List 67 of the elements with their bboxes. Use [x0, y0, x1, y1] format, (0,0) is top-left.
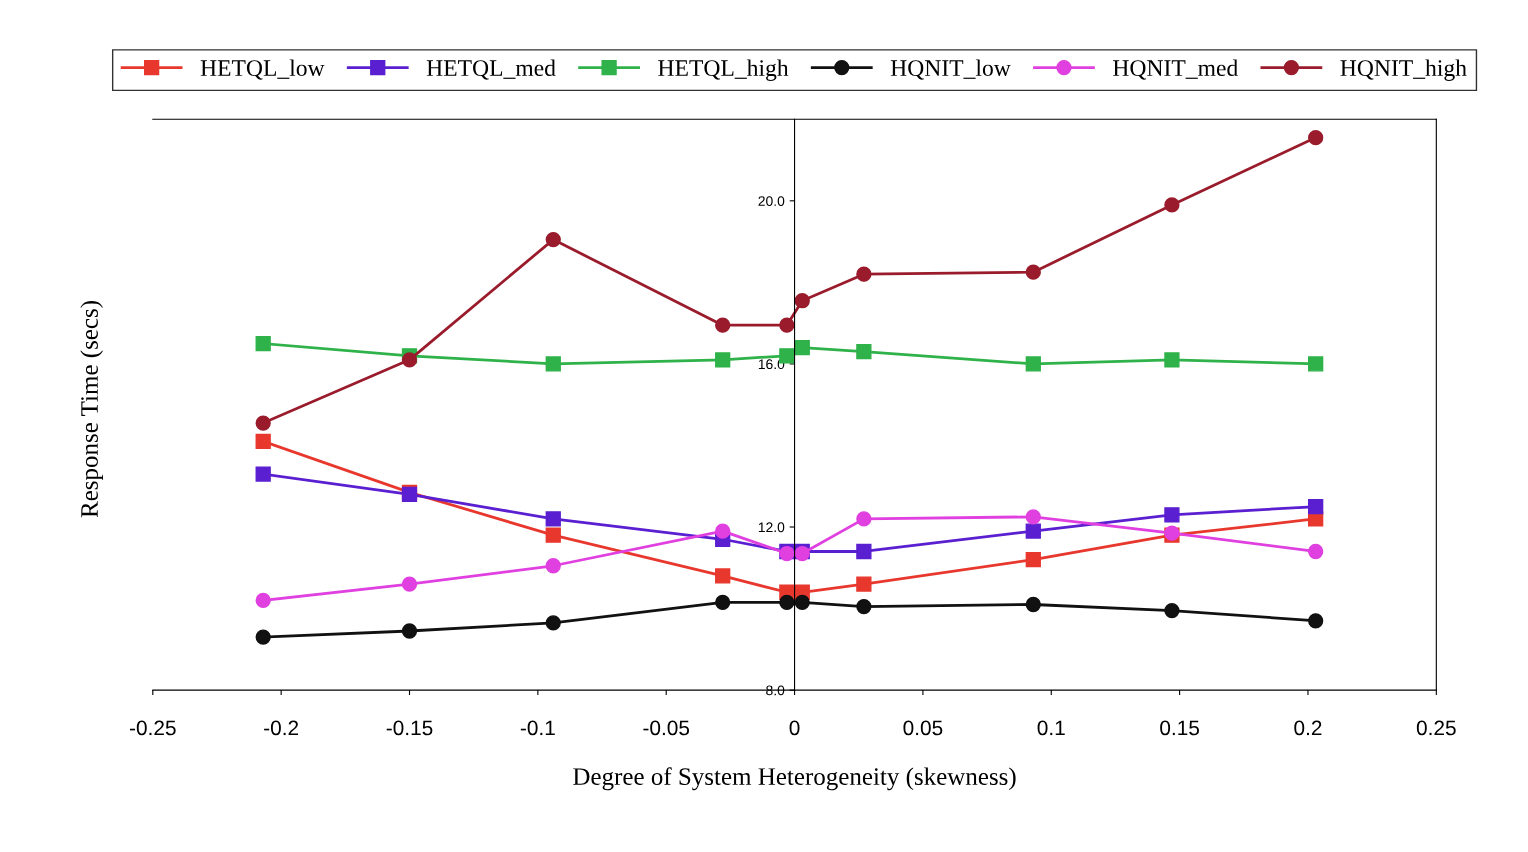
x-axis-title: Degree of System Heterogeneity (skewness): [573, 767, 1016, 791]
x-tick-label: -0.1: [520, 720, 555, 736]
point: [545, 511, 561, 527]
point: [545, 356, 561, 372]
point: [1025, 523, 1041, 539]
point: [794, 293, 810, 309]
x-tick-label: -0.05: [643, 720, 690, 736]
x-tick-label: -0.25: [129, 720, 176, 736]
x-tick-label: 0.15: [1160, 720, 1200, 736]
x-tick-label: 0.25: [1416, 720, 1456, 736]
point: [856, 543, 872, 560]
point: [255, 466, 271, 482]
point: [715, 568, 731, 584]
legend-label: HQNIT_med: [1113, 59, 1238, 80]
x-tick-label: 0.2: [1294, 720, 1322, 736]
point: [856, 511, 872, 527]
point: [1025, 509, 1041, 525]
point: [1025, 552, 1041, 568]
point: [856, 344, 872, 360]
y-tick-label: 20.0: [758, 196, 785, 206]
point: [715, 317, 731, 333]
x-tick-label: -0.2: [264, 720, 299, 736]
legend-label: HETQL_low: [200, 59, 325, 80]
point: [1164, 602, 1180, 619]
point: [1025, 596, 1041, 613]
point: [401, 623, 418, 639]
point: [715, 523, 731, 539]
point: [779, 594, 795, 611]
x-tick-label: 0.05: [903, 720, 943, 736]
y-axis-title: Response Time (secs): [80, 301, 104, 518]
legend-label: HQNIT_high: [1340, 59, 1467, 81]
point: [1308, 356, 1324, 372]
y-tick-label: 12.0: [758, 522, 785, 533]
point: [779, 317, 795, 333]
legend-label: HETQL_med: [426, 59, 556, 80]
point: [1308, 613, 1324, 629]
point: [1308, 129, 1324, 146]
point: [1025, 264, 1041, 280]
point: [1164, 507, 1180, 523]
x-tick-label: 0: [789, 720, 800, 736]
point: [856, 576, 872, 592]
point: [255, 629, 271, 645]
point: [1025, 356, 1041, 372]
x-tick-label: 0.1: [1037, 720, 1065, 736]
point: [794, 339, 810, 356]
point: [715, 594, 731, 611]
legend-label: HETQL_high: [658, 59, 789, 81]
x-tick-label: -0.15: [386, 720, 433, 736]
point: [715, 352, 731, 368]
legend-label: HQNIT_low: [890, 59, 1011, 80]
point: [1164, 197, 1180, 213]
point: [1308, 543, 1324, 560]
point: [1308, 498, 1324, 515]
point: [545, 527, 561, 543]
point: [401, 576, 418, 592]
point: [545, 231, 561, 248]
point: [856, 598, 872, 615]
point: [255, 415, 271, 431]
point: [545, 615, 561, 631]
point: [255, 433, 271, 450]
point: [255, 592, 271, 609]
point: [401, 352, 418, 368]
point: [545, 558, 561, 574]
point: [856, 266, 872, 282]
point: [1164, 352, 1180, 368]
point: [255, 335, 271, 352]
point: [794, 594, 810, 611]
